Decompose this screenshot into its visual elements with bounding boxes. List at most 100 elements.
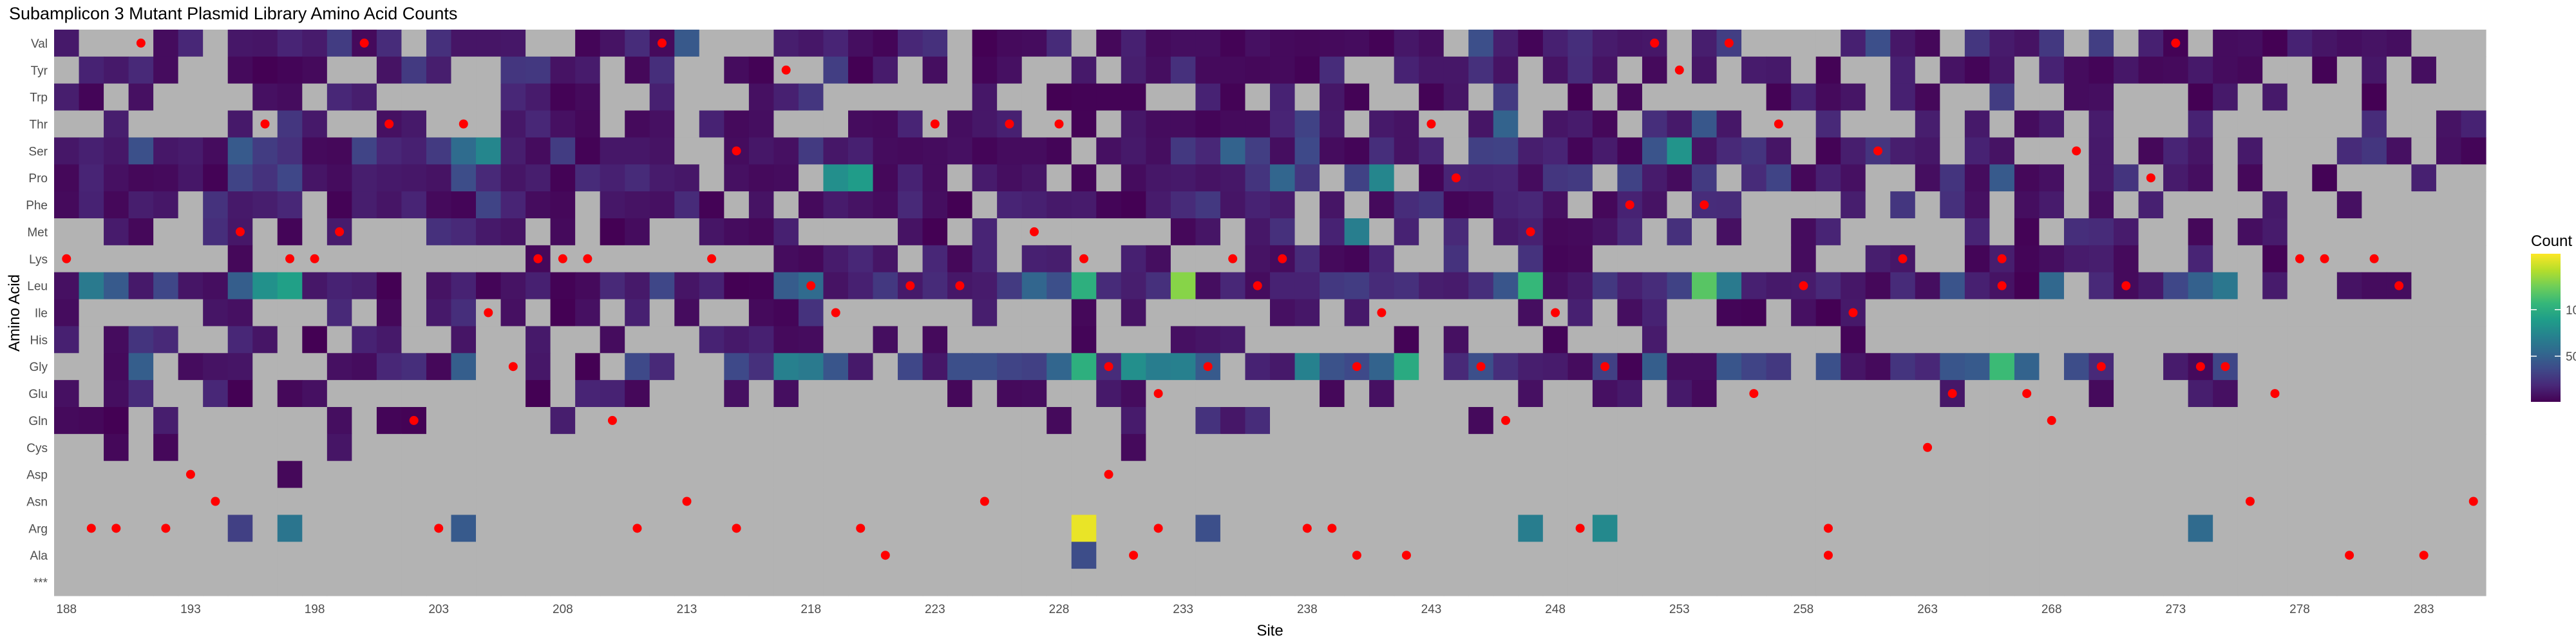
heatmap-cell xyxy=(1270,460,1296,489)
heatmap-cell xyxy=(1369,569,1395,596)
heatmap-cell xyxy=(550,460,576,489)
heatmap-cell xyxy=(1542,407,1568,435)
heatmap-cell xyxy=(798,569,824,596)
heatmap-cell xyxy=(1890,164,1916,192)
heatmap-cell xyxy=(1195,407,1221,435)
heatmap-cell xyxy=(1766,569,1792,596)
heatmap-cell xyxy=(451,407,477,435)
heatmap-cell xyxy=(1096,245,1122,273)
heatmap-cell xyxy=(823,380,849,408)
heatmap-cell xyxy=(1964,407,1990,435)
wildtype-marker xyxy=(1104,469,1113,479)
heatmap-cell xyxy=(401,191,427,219)
heatmap-cell xyxy=(2237,56,2263,84)
heatmap-cell xyxy=(203,83,229,111)
heatmap-cell xyxy=(2336,433,2362,462)
heatmap-cell xyxy=(1344,191,1370,219)
heatmap-cell xyxy=(526,326,551,354)
heatmap-cell xyxy=(773,353,799,381)
heatmap-cell xyxy=(426,191,452,219)
wildtype-marker xyxy=(62,254,71,263)
heatmap-cell xyxy=(2262,569,2288,596)
heatmap-cell xyxy=(1344,30,1370,57)
heatmap-cell xyxy=(1294,407,1320,435)
heatmap-cell xyxy=(2114,56,2139,84)
heatmap-cell xyxy=(625,380,650,408)
heatmap-cell xyxy=(2336,110,2362,138)
heatmap-cell xyxy=(2411,460,2437,489)
heatmap-cell xyxy=(2213,407,2239,435)
heatmap-cell xyxy=(1915,191,1940,219)
heatmap-cell xyxy=(1071,488,1097,516)
heatmap-cell xyxy=(1815,407,1841,435)
heatmap-cell xyxy=(1344,515,1370,542)
heatmap-cell xyxy=(1344,218,1370,246)
heatmap-cell xyxy=(1195,164,1221,192)
heatmap-cell xyxy=(1940,460,1965,489)
heatmap-cell xyxy=(1642,326,1668,354)
heatmap-cell xyxy=(1419,30,1444,57)
heatmap-cell xyxy=(873,326,898,354)
heatmap-cell xyxy=(1369,433,1395,462)
heatmap-cell xyxy=(203,407,229,435)
wildtype-marker xyxy=(856,524,866,533)
heatmap-cell xyxy=(526,272,551,300)
heatmap-cell xyxy=(352,56,377,84)
heatmap-cell xyxy=(1320,569,1345,596)
heatmap-cell xyxy=(54,218,80,246)
heatmap-cell xyxy=(178,56,204,84)
heatmap-cell xyxy=(898,488,923,516)
heatmap-cell xyxy=(1468,460,1494,489)
heatmap-cell xyxy=(1369,515,1395,542)
wildtype-marker xyxy=(806,281,816,290)
heatmap-cell xyxy=(79,218,104,246)
heatmap-cell xyxy=(2188,326,2213,354)
heatmap-cell xyxy=(1170,83,1197,111)
heatmap-cell xyxy=(1890,110,1916,138)
heatmap-cell xyxy=(104,245,129,273)
wildtype-marker xyxy=(1700,200,1709,210)
heatmap-cell xyxy=(2114,407,2139,435)
heatmap-cell xyxy=(1865,460,1891,489)
heatmap-cell xyxy=(476,353,502,381)
heatmap-cell xyxy=(699,272,724,300)
heatmap-cell xyxy=(79,299,104,327)
heatmap-cell xyxy=(277,272,303,300)
heatmap-cell xyxy=(1841,30,1866,57)
wildtype-marker xyxy=(1575,524,1585,533)
heatmap-cell xyxy=(1270,30,1296,57)
heatmap-cell xyxy=(153,191,179,219)
wildtype-marker xyxy=(335,227,345,236)
heatmap-cell xyxy=(898,83,923,111)
heatmap-cell xyxy=(2213,569,2239,596)
heatmap-cell xyxy=(153,30,179,57)
heatmap-cell xyxy=(1046,460,1072,489)
heatmap-cell xyxy=(1195,515,1221,542)
heatmap-cell xyxy=(724,110,750,138)
heatmap-cell xyxy=(1096,164,1122,192)
heatmap-cell xyxy=(2411,515,2437,542)
heatmap-cell xyxy=(1245,569,1271,596)
x-tick-label: 198 xyxy=(305,603,325,616)
heatmap-cell xyxy=(972,245,998,273)
heatmap-cell xyxy=(947,460,973,489)
heatmap-cell xyxy=(1294,56,1320,84)
heatmap-cell xyxy=(1071,164,1097,192)
heatmap-cell xyxy=(1667,460,1692,489)
heatmap-cell xyxy=(302,110,328,138)
heatmap-cell xyxy=(252,218,278,246)
heatmap-cell xyxy=(451,433,477,462)
heatmap-cell xyxy=(2138,191,2164,219)
y-tick-label: Arg xyxy=(28,522,48,536)
heatmap-cell xyxy=(600,191,625,219)
wildtype-marker xyxy=(1625,200,1634,210)
heatmap-cell xyxy=(2436,56,2462,84)
heatmap-cell xyxy=(79,245,104,273)
heatmap-cell xyxy=(1542,30,1568,57)
heatmap-cell xyxy=(2262,30,2288,57)
heatmap-cell xyxy=(104,433,129,462)
x-tick-label: 268 xyxy=(2041,603,2062,616)
heatmap-cell xyxy=(2287,191,2313,219)
heatmap-cell xyxy=(1320,460,1345,489)
heatmap-cell xyxy=(327,433,352,462)
